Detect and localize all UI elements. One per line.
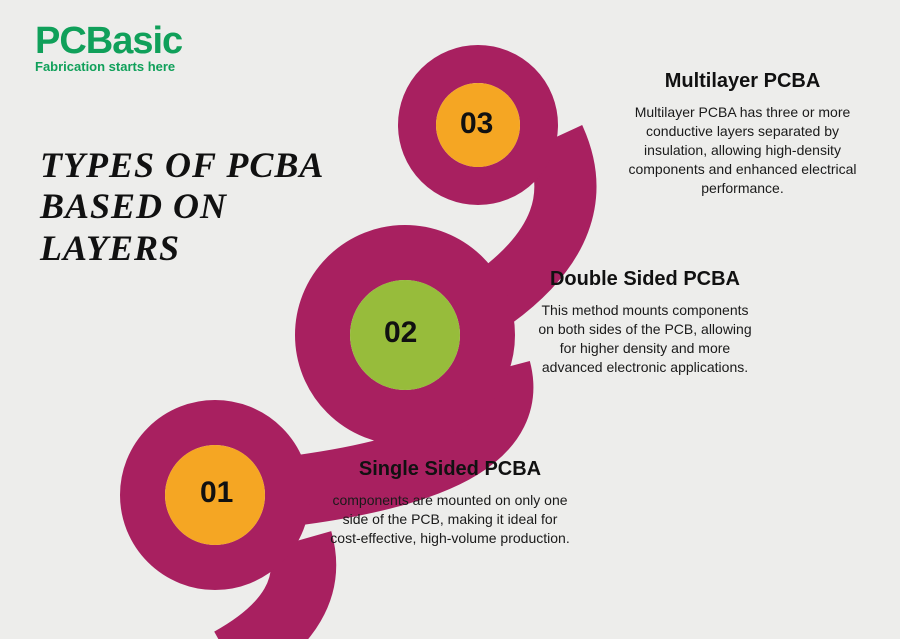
step-text-2: Double Sided PCBA This method mounts com… — [535, 268, 755, 377]
step-heading-1: Single Sided PCBA — [330, 458, 570, 481]
logo-text: PCBasic — [35, 20, 182, 63]
step-number-3: 03 — [460, 107, 493, 141]
step-heading-2: Double Sided PCBA — [535, 268, 755, 291]
logo-tagline: Fabrication starts here — [35, 59, 182, 74]
step-number-2: 02 — [384, 316, 417, 350]
step-desc-2: This method mounts components on both si… — [535, 301, 755, 377]
step-text-3: Multilayer PCBA Multilayer PCBA has thre… — [620, 70, 865, 197]
step-desc-3: Multilayer PCBA has three or more conduc… — [620, 103, 865, 197]
step-heading-3: Multilayer PCBA — [620, 70, 865, 93]
step-number-1: 01 — [200, 476, 233, 510]
brand-logo: PCBasic Fabrication starts here — [35, 20, 182, 74]
step-desc-1: components are mounted on only one side … — [330, 491, 570, 548]
page-title: TYPES OF PCBA BASED ON LAYERS — [40, 145, 350, 269]
step-text-1: Single Sided PCBA components are mounted… — [330, 458, 570, 548]
